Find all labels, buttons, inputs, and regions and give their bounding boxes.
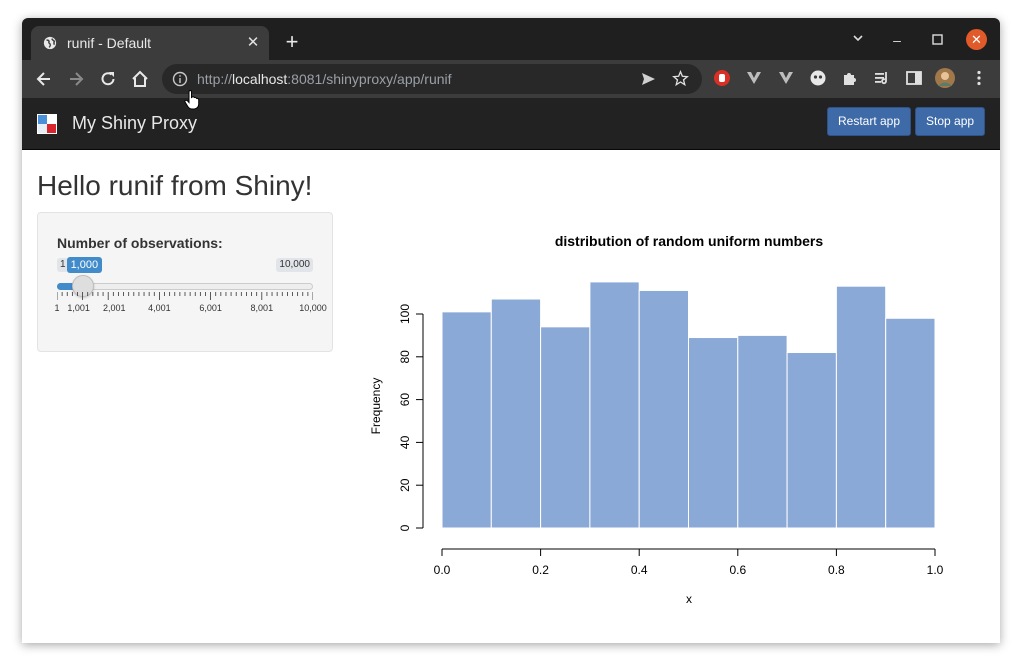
page-title: Hello runif from Shiny! xyxy=(37,170,313,201)
y-tick-label: 100 xyxy=(398,304,412,324)
x-tick-label: 0.0 xyxy=(434,563,451,577)
close-tab-icon[interactable]: ✕ xyxy=(246,34,260,51)
url-prefix: http:// xyxy=(197,71,233,87)
profile-avatar-icon[interactable] xyxy=(935,68,955,88)
url-path: :8081/shinyproxy/app/runif xyxy=(287,71,452,87)
info-icon[interactable] xyxy=(172,71,188,87)
slider-value-label: 1,000 xyxy=(66,257,103,273)
slider-label: Number of observations: xyxy=(57,235,223,251)
url-host: localhost xyxy=(232,71,288,87)
y-tick-label: 80 xyxy=(398,350,412,364)
tab-title: runif - Default xyxy=(67,35,152,51)
chevron-down-icon[interactable] xyxy=(848,30,868,50)
funnel-alt-extension-icon[interactable] xyxy=(777,69,795,87)
window-close-icon[interactable]: ✕ xyxy=(966,29,987,50)
funnel-extension-icon[interactable] xyxy=(745,69,763,87)
puzzle-extensions-icon[interactable] xyxy=(841,69,859,87)
histogram-bar xyxy=(688,337,739,529)
reload-icon[interactable] xyxy=(98,69,118,89)
navbar-brand[interactable]: My Shiny Proxy xyxy=(72,113,198,133)
slider-tick-label: 8,001 xyxy=(250,303,274,313)
x-axis-label: x xyxy=(686,592,692,606)
histogram-bar xyxy=(540,326,591,529)
histogram-bar xyxy=(737,334,788,529)
histogram-bar xyxy=(441,311,492,529)
slider-tick-label: 10,000 xyxy=(299,303,327,313)
new-tab-icon[interactable]: + xyxy=(285,29,299,54)
histogram-bar xyxy=(638,289,690,529)
histogram-plot: distribution of random uniform numbers 0 2… xyxy=(369,233,944,606)
histogram-bar xyxy=(885,317,936,529)
slider-ticks: 1 1,001 2,001 4,001 6,001 8,001 10,000 xyxy=(54,292,327,322)
stop-hand-extension-icon[interactable] xyxy=(713,69,731,87)
x-tick-label: 1.0 xyxy=(927,563,944,577)
slider-max-label: 10,000 xyxy=(276,258,313,272)
hand-cursor-icon xyxy=(184,90,200,110)
slider-track[interactable] xyxy=(57,283,313,290)
histogram-bar xyxy=(786,352,837,529)
app-navbar: My Shiny Proxy Restart app Stop app xyxy=(22,98,1000,150)
slider-tick-label: 4,001 xyxy=(148,303,171,313)
y-tick-label: 40 xyxy=(398,435,412,449)
histogram-bar xyxy=(835,285,887,529)
slider-tick-label: 2,001 xyxy=(102,303,126,313)
y-axis-label: Frequency xyxy=(369,378,383,435)
browser-window: runif - Default ✕ + – ✕ xyxy=(22,18,1000,643)
y-tick-label: 0 xyxy=(398,524,412,531)
browser-tab[interactable]: runif - Default ✕ xyxy=(31,26,269,60)
app-content: Hello runif from Shiny! Number of observ… xyxy=(22,150,1000,643)
address-bar[interactable]: http://localhost:8081/shinyproxy/app/run… xyxy=(162,64,702,94)
x-tick-label: 0.6 xyxy=(729,563,746,577)
minimize-icon[interactable]: – xyxy=(893,32,901,48)
slider-tick-label: 6,001 xyxy=(199,303,222,313)
x-tick-label: 0.4 xyxy=(631,563,648,577)
home-icon[interactable] xyxy=(130,69,150,89)
slider-min-label: 1 xyxy=(57,258,69,272)
send-icon[interactable] xyxy=(640,71,656,87)
stop-app-button[interactable]: Stop app xyxy=(915,107,985,136)
slider-tick-marks xyxy=(57,292,313,300)
histogram-bar xyxy=(490,298,542,529)
side-panel-icon[interactable] xyxy=(905,69,923,87)
back-icon[interactable] xyxy=(34,69,54,89)
x-tick-label: 0.2 xyxy=(532,563,549,577)
mask-extension-icon[interactable] xyxy=(809,69,827,87)
media-queue-icon[interactable] xyxy=(873,69,891,87)
maximize-icon[interactable] xyxy=(927,30,947,50)
sidebar-panel: Number of observations: 1 10,000 1,000 1… xyxy=(37,212,333,352)
shinyproxy-logo-icon xyxy=(37,114,57,134)
browser-toolbar: http://localhost:8081/shinyproxy/app/run… xyxy=(22,60,1000,98)
menu-kebab-icon[interactable] xyxy=(970,69,988,87)
tab-strip: runif - Default ✕ + – ✕ xyxy=(22,18,1000,60)
globe-icon xyxy=(43,36,57,50)
x-tick-label: 0.8 xyxy=(828,563,845,577)
restart-app-button[interactable]: Restart app xyxy=(827,107,911,136)
url-text[interactable]: http://localhost:8081/shinyproxy/app/run… xyxy=(197,71,452,87)
star-icon[interactable] xyxy=(672,70,689,87)
slider-fill xyxy=(57,283,83,290)
histogram-bar xyxy=(589,281,640,529)
y-tick-label: 60 xyxy=(398,393,412,407)
forward-icon[interactable] xyxy=(66,69,86,89)
chart-title: distribution of random uniform numbers xyxy=(555,233,824,249)
slider-tick-label: 1 xyxy=(54,303,60,313)
y-tick-label: 20 xyxy=(398,478,412,492)
slider-tick-label: 1,001 xyxy=(67,303,90,313)
